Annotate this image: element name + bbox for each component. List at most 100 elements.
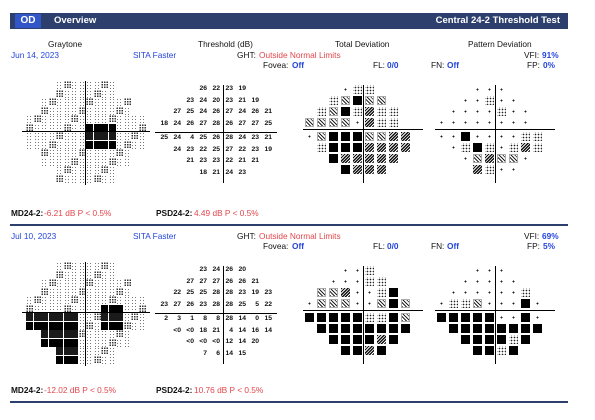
deviation-symbol <box>365 346 374 355</box>
fn-value: Off <box>447 241 459 251</box>
deviation-symbol <box>353 324 362 333</box>
graytone-cell <box>86 157 93 166</box>
threshold-value: 7 <box>203 349 207 357</box>
deviation-symbol <box>341 154 350 163</box>
deviation-symbol <box>437 313 446 322</box>
deviation-symbol <box>461 299 470 308</box>
deviation-symbol <box>329 132 338 141</box>
deviation-symbol <box>341 132 350 141</box>
deviation-symbol <box>401 143 410 152</box>
threshold-value: 18 <box>199 168 207 176</box>
horizontal-axis <box>155 132 277 133</box>
section-divider <box>10 401 568 403</box>
graytone-cell <box>86 89 93 98</box>
graytone-cell <box>63 313 71 321</box>
deviation-symbol <box>485 346 494 355</box>
graytone-cell <box>93 279 101 287</box>
deviation-symbol <box>437 118 446 127</box>
deviation-symbol <box>389 299 398 308</box>
deviation-symbol <box>533 324 542 333</box>
graytone-cell <box>63 166 71 174</box>
threshold-value: 28 <box>212 300 220 308</box>
deviation-symbol <box>365 277 374 286</box>
threshold-value: 22 <box>225 157 233 164</box>
graytone-cell <box>78 279 86 287</box>
threshold-value: 21 <box>212 326 220 334</box>
md-value: -12.02 dB P < 0.5% <box>44 385 117 395</box>
graytone-cell <box>56 106 63 115</box>
threshold-value: 27 <box>225 145 233 153</box>
deviation-symbol <box>305 299 314 308</box>
deviation-symbol <box>353 118 362 127</box>
graytone-cell <box>78 157 86 166</box>
threshold-value: 5 <box>255 300 259 308</box>
graytone-cell <box>48 132 56 140</box>
deviation-symbol <box>509 143 518 152</box>
deviation-symbol <box>461 313 470 322</box>
threshold-value: 24 <box>173 145 181 153</box>
graytone-cell <box>48 330 56 338</box>
column-header-threshold: Threshold (dB) <box>198 39 253 49</box>
graytone-cell <box>56 355 63 364</box>
threshold-value: 28 <box>212 289 220 296</box>
graytone-cell <box>116 149 123 157</box>
graytone-cell <box>86 287 93 296</box>
fp-label: FP: <box>527 241 540 251</box>
deviation-symbol <box>389 154 398 163</box>
threshold-value: 25 <box>186 289 194 296</box>
graytone-cell <box>71 287 78 296</box>
threshold-value: 8 <box>216 315 220 322</box>
deviation-symbol <box>341 165 350 174</box>
graytone-cell <box>86 149 93 157</box>
deviation-symbol <box>485 288 494 297</box>
graytone-cell <box>78 304 86 313</box>
graytone-cell <box>33 123 41 132</box>
graytone-cell <box>131 132 138 140</box>
graytone-cell <box>78 313 86 321</box>
deviation-symbol <box>461 324 470 333</box>
threshold-value: 22 <box>173 289 181 296</box>
graytone-cell <box>63 81 71 89</box>
deviation-symbol <box>377 335 386 344</box>
graytone-cell <box>93 149 101 157</box>
threshold-value: 6 <box>216 349 220 357</box>
deviation-symbol <box>365 313 374 322</box>
graytone-cell <box>56 313 63 321</box>
graytone-cell <box>93 140 101 149</box>
graytone-cell <box>56 304 63 313</box>
deviation-symbol <box>473 107 482 116</box>
graytone-cell <box>123 106 131 115</box>
graytone-cell <box>48 123 56 132</box>
deviation-symbol <box>305 132 314 141</box>
vfi-value: 91% <box>542 50 559 60</box>
deviation-symbol <box>509 96 518 105</box>
ght-label: GHT: <box>237 231 256 241</box>
psd-label: PSD24-2: <box>156 208 193 218</box>
threshold-value: 26 <box>186 119 194 127</box>
threshold-value: 20 <box>238 266 246 273</box>
vertical-axis <box>363 266 364 364</box>
horizontal-axis <box>22 312 150 313</box>
graytone-cell <box>56 89 63 98</box>
graytone-cell <box>131 123 138 132</box>
threshold-value: 21 <box>251 157 259 164</box>
threshold-value: 19 <box>264 145 272 153</box>
graytone-cell <box>41 304 48 313</box>
threshold-value: 25 <box>212 145 220 153</box>
deviation-symbol <box>317 143 326 152</box>
graytone-cell <box>41 296 48 304</box>
graytone-cell <box>138 123 146 132</box>
deviation-symbol <box>485 85 494 94</box>
horizontal-axis <box>155 313 277 314</box>
graytone-cell <box>138 140 146 149</box>
deviation-symbol <box>461 154 470 163</box>
fn-label: FN: <box>431 60 445 70</box>
md-value: -6.21 dB P < 0.5% <box>44 208 112 218</box>
fn-label: FN: <box>431 241 445 251</box>
graytone-cell <box>138 296 146 304</box>
threshold-value: 23 <box>238 289 246 296</box>
threshold-value: <0 <box>199 338 207 345</box>
deviation-symbol <box>341 107 350 116</box>
fovea-value: Off <box>292 60 304 70</box>
deviation-symbol <box>389 107 398 116</box>
